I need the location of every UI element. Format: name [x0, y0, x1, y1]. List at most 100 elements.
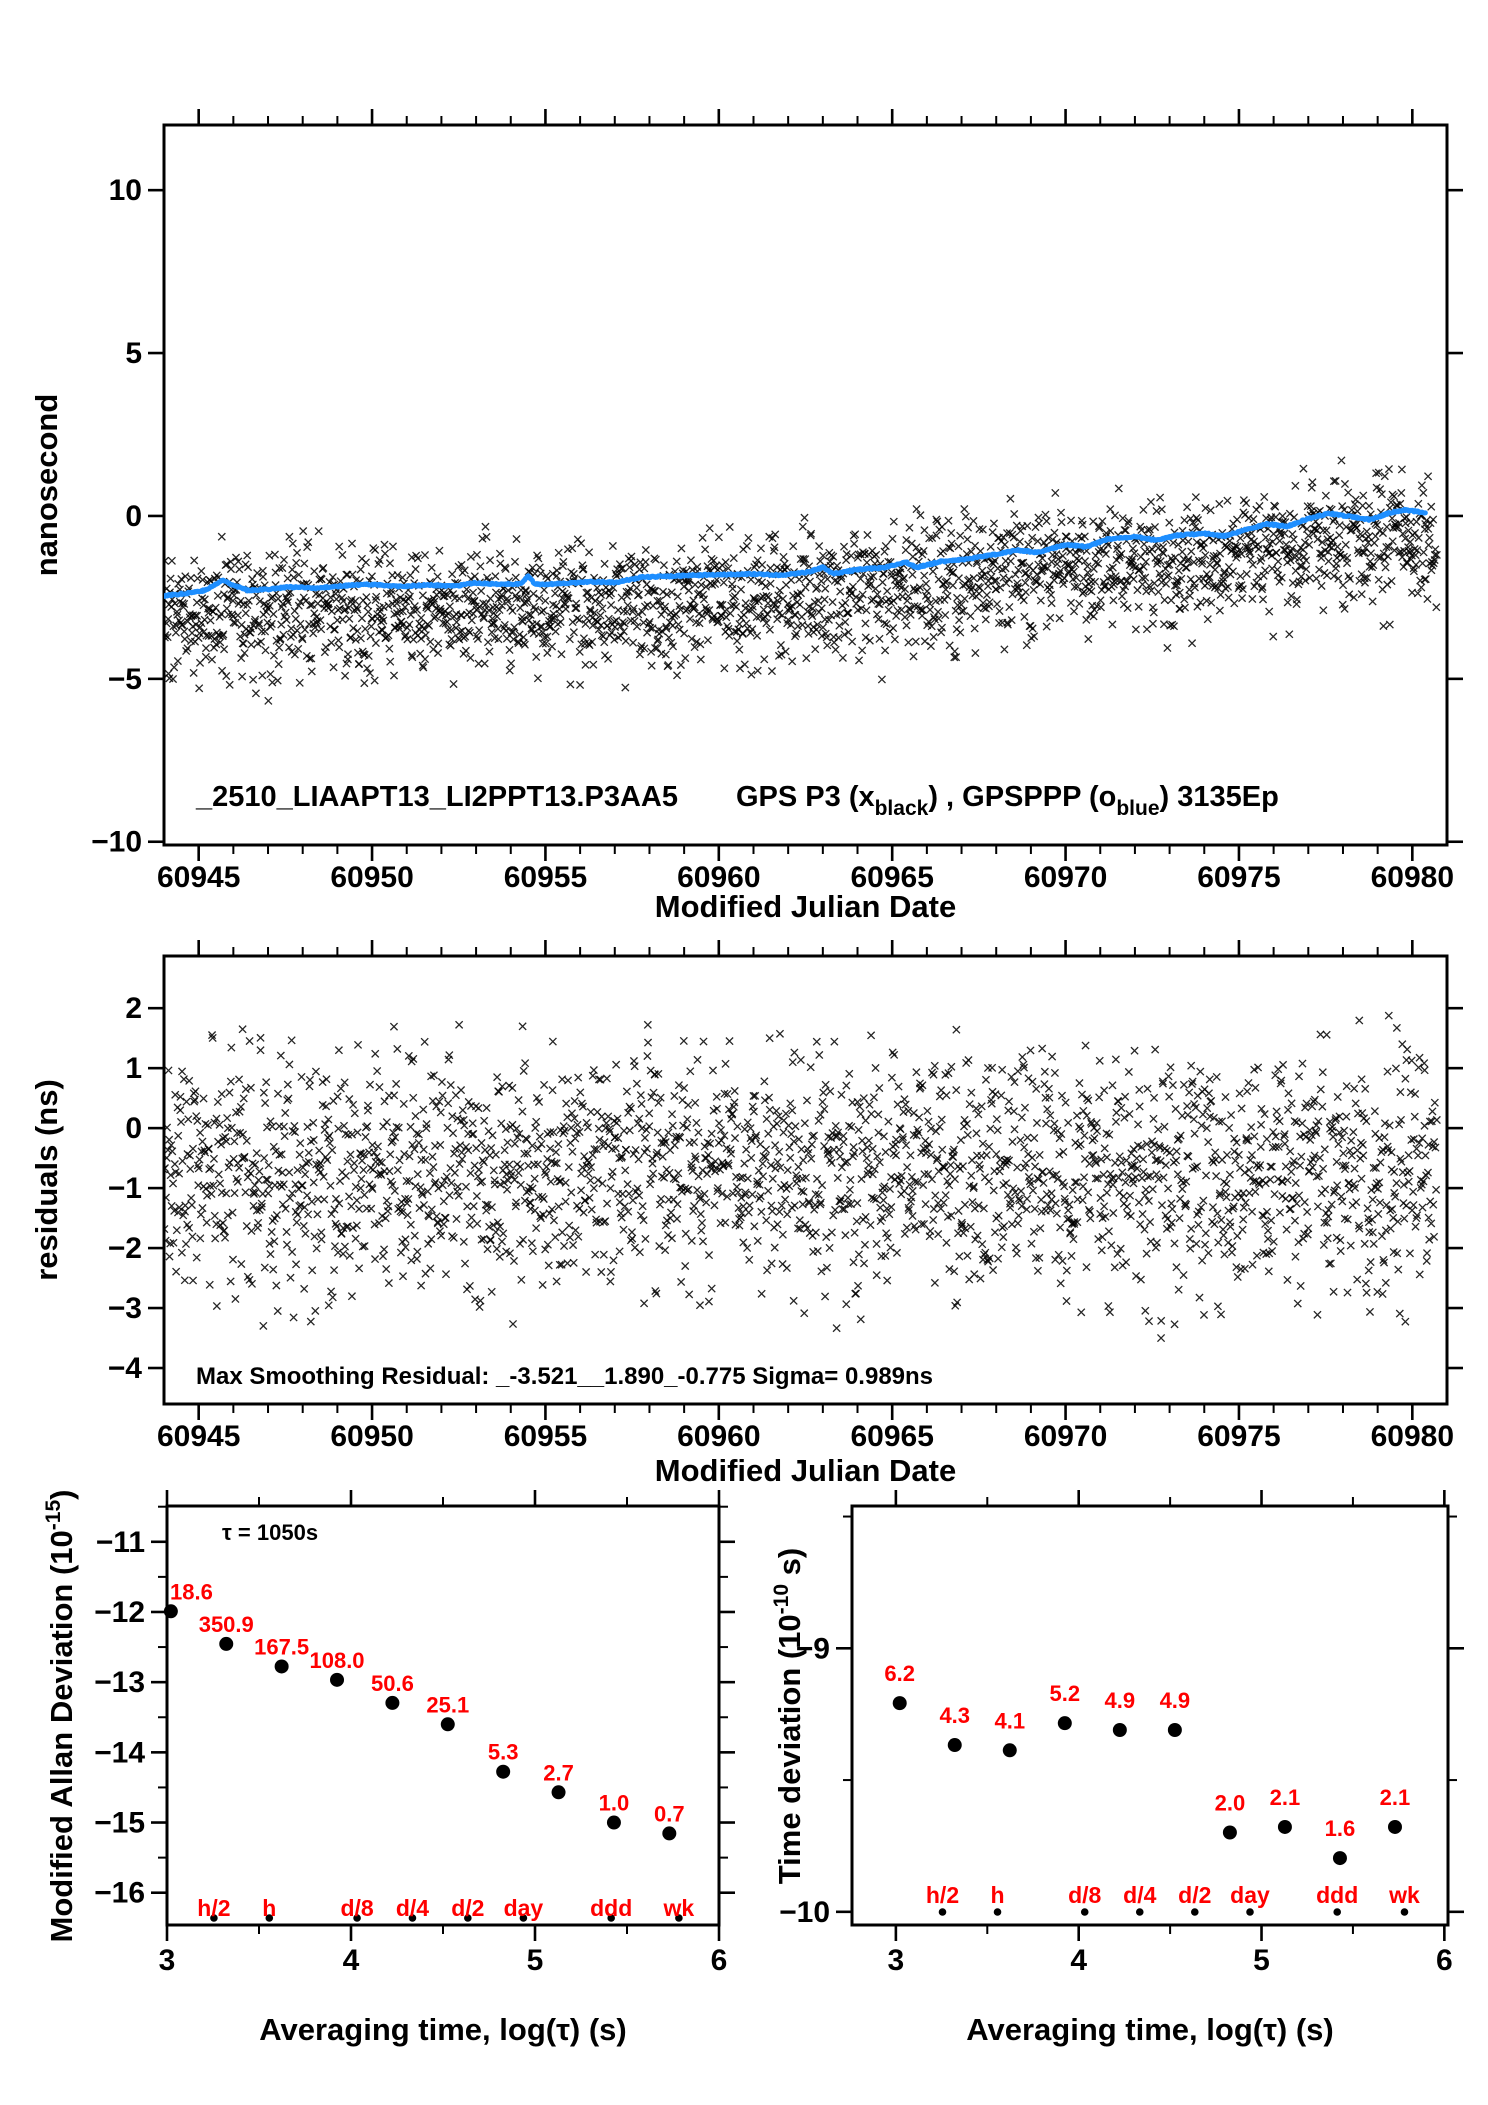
x-tick-label: 60975 [1197, 861, 1280, 894]
y-tick-label: −15 [94, 1807, 145, 1840]
x-tick-label: 3 [888, 1944, 905, 1977]
x-tick-label: 3 [159, 1944, 176, 1977]
x-tick-label: 60950 [330, 861, 413, 894]
blue-smoothed-series [164, 506, 1428, 599]
y-tick-label: −3 [108, 1292, 142, 1325]
y-tick-label: 10 [109, 174, 142, 207]
x-tick-label: 4 [1070, 1944, 1087, 1977]
time-unit-label: ddd [590, 1895, 632, 1921]
x-tick-label: 60965 [850, 861, 933, 894]
time-unit-label: d/4 [1123, 1882, 1156, 1908]
point-value-label: 1.0 [599, 1791, 630, 1816]
x-tick-label: 60975 [1197, 1420, 1280, 1453]
point-value-label: 6.2 [884, 1661, 915, 1686]
point-value-label: 4.3 [939, 1703, 970, 1728]
point-value-label: 2.1 [1270, 1785, 1301, 1810]
x-tick-label: 60950 [330, 1420, 413, 1453]
y-tick-label: 0 [125, 500, 142, 533]
time-unit-label: d/2 [451, 1895, 484, 1921]
x-tick-label: 60945 [157, 861, 240, 894]
tau-annotation: τ = 1050s [222, 1520, 318, 1545]
time-unit-label: d/8 [1068, 1882, 1101, 1908]
y-tick-label: 2 [125, 992, 142, 1025]
x-tick-label: 60945 [157, 1420, 240, 1453]
point-value-label: 4.9 [1160, 1688, 1191, 1713]
y-axis-title: Modified Allan Deviation (10-15) [42, 1490, 79, 1943]
black-scatter-points [164, 456, 1442, 706]
point-value-label: 167.5 [254, 1634, 309, 1659]
y-tick-label: −4 [108, 1352, 143, 1385]
y-tick-label: 0 [125, 1112, 142, 1145]
axis-frame [148, 109, 1463, 861]
point-value-label: 18.6 [170, 1579, 213, 1604]
y-tick-label: −10 [779, 1896, 830, 1929]
time-unit-label: wk [663, 1895, 695, 1921]
y-tick-label: −1 [108, 1172, 142, 1205]
residual-scatter-points [164, 1011, 1442, 1343]
point-value-label: 2.7 [543, 1760, 574, 1785]
time-unit-label: day [1230, 1882, 1270, 1908]
panel-phase: 60945 60950 60955 60960 60965 60970 60975 60980… [29, 109, 1463, 924]
point-value-label: 50.6 [371, 1671, 414, 1696]
point-value-label: 2.0 [1215, 1791, 1246, 1816]
point-value-label: 5.2 [1050, 1681, 1081, 1706]
y-tick-label: −5 [108, 663, 142, 696]
time-unit-label: d/4 [396, 1895, 429, 1921]
x-axis-title: Averaging time, log(τ) (s) [259, 2012, 627, 2047]
x-tick-label: 60955 [504, 1420, 587, 1453]
x-tick-label: 60960 [677, 1420, 760, 1453]
x-tick-label: 6 [711, 1944, 728, 1977]
axis-frame [151, 1490, 735, 1941]
x-tick-label: 60970 [1024, 1420, 1107, 1453]
time-unit-label: d/8 [340, 1895, 373, 1921]
time-unit-label: h [262, 1895, 276, 1921]
deviation-points [892, 1696, 1402, 1866]
x-tick-label: 4 [343, 1944, 360, 1977]
time-unit-label: day [504, 1895, 544, 1921]
x-tick-label: 5 [1253, 1944, 1270, 1977]
panel-tdev: 3 4 5 6 −9 −10 Averaging time, log(τ) (s) Time … [770, 1490, 1464, 2047]
y-tick-label: −14 [94, 1736, 145, 1769]
x-tick-label: 5 [527, 1944, 544, 1977]
point-value-label: 350.9 [199, 1612, 254, 1637]
time-unit-label: d/2 [1178, 1882, 1211, 1908]
point-value-label: 4.1 [994, 1708, 1025, 1733]
panel-residuals: 60945 60950 60955 60960 60965 60970 60975 60980… [29, 940, 1463, 1488]
point-value-label: 108.0 [309, 1648, 364, 1673]
y-tick-label: −9 [796, 1632, 830, 1665]
x-tick-label: 60960 [677, 861, 760, 894]
x-tick-label: 60970 [1024, 861, 1107, 894]
point-value-label: 1.6 [1325, 1816, 1356, 1841]
point-value-label: 2.1 [1380, 1785, 1411, 1810]
y-tick-label: −16 [94, 1877, 145, 1910]
point-value-label: 25.1 [426, 1692, 469, 1717]
max-smoothing-residual-annotation: Max Smoothing Residual: _-3.521__1.890_-… [196, 1363, 933, 1390]
time-unit-label: ddd [1316, 1882, 1358, 1908]
y-axis-title: residuals (ns) [29, 1079, 64, 1281]
x-tick-label: 60980 [1371, 861, 1454, 894]
axis-frame [148, 940, 1463, 1420]
time-unit-markers: h/2 h d/8 d/4 d/2 day ddd wk [926, 1882, 1420, 1916]
y-tick-label: −11 [96, 1526, 145, 1559]
y-axis-title: Time deviation (10-10 s) [770, 1548, 807, 1884]
x-tick-label: 60980 [1371, 1420, 1454, 1453]
plot-title: _2510_LIAAPT13_LI2PPT13.P3AA5 GPS P3 (xbl… [195, 781, 1279, 820]
time-unit-label: h [990, 1882, 1004, 1908]
time-unit-label: h/2 [197, 1895, 230, 1921]
x-tick-label: 60965 [850, 1420, 933, 1453]
point-value-label: 5.3 [488, 1740, 519, 1765]
y-tick-label: −10 [91, 826, 142, 859]
x-axis-title: Averaging time, log(τ) (s) [966, 2012, 1334, 2047]
deviation-points [163, 1604, 677, 1841]
point-value-label: 0.7 [654, 1801, 685, 1826]
x-tick-label: 6 [1436, 1944, 1453, 1977]
point-value-label: 4.9 [1105, 1688, 1136, 1713]
y-tick-label: −2 [108, 1232, 142, 1265]
time-unit-markers: h/2 h d/8 d/4 d/2 day ddd wk [197, 1895, 694, 1922]
time-unit-label: wk [1388, 1882, 1420, 1908]
y-tick-label: −12 [94, 1596, 145, 1629]
axis-frame [836, 1490, 1464, 1941]
x-tick-label: 60955 [504, 861, 587, 894]
